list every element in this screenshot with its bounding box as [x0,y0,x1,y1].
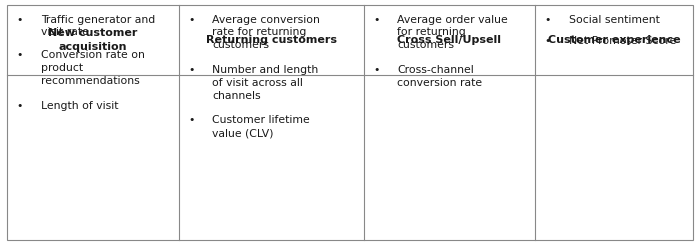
Text: Customer lifetime
value (CLV): Customer lifetime value (CLV) [212,115,310,138]
Text: Traffic generator and
visit rate: Traffic generator and visit rate [41,15,155,37]
Text: New customer
acquisition: New customer acquisition [48,29,137,52]
Text: •: • [373,65,379,75]
Text: •: • [188,115,195,125]
Text: •: • [545,36,551,46]
Text: •: • [188,65,195,75]
Text: Average order value
for returning
customers: Average order value for returning custom… [398,15,508,50]
Text: •: • [17,101,23,111]
Text: Length of visit: Length of visit [41,101,118,111]
Text: Average conversion
rate for returning
customers: Average conversion rate for returning cu… [212,15,320,50]
Text: Returning customers: Returning customers [206,35,337,45]
Text: •: • [17,50,23,60]
Text: Customer experience: Customer experience [548,35,680,45]
Text: Cross-channel
conversion rate: Cross-channel conversion rate [398,65,482,88]
Text: •: • [373,15,379,24]
Text: •: • [545,15,551,24]
Text: Conversion rate on
product
recommendations: Conversion rate on product recommendatio… [41,50,144,86]
Text: •: • [188,15,195,24]
Text: Social sentiment: Social sentiment [569,15,659,24]
Text: Number and length
of visit across all
channels: Number and length of visit across all ch… [212,65,318,101]
Text: •: • [17,15,23,24]
Text: Cross Sell/Upsell: Cross Sell/Upsell [398,35,501,45]
Text: Net Promoter Score: Net Promoter Score [569,36,676,46]
